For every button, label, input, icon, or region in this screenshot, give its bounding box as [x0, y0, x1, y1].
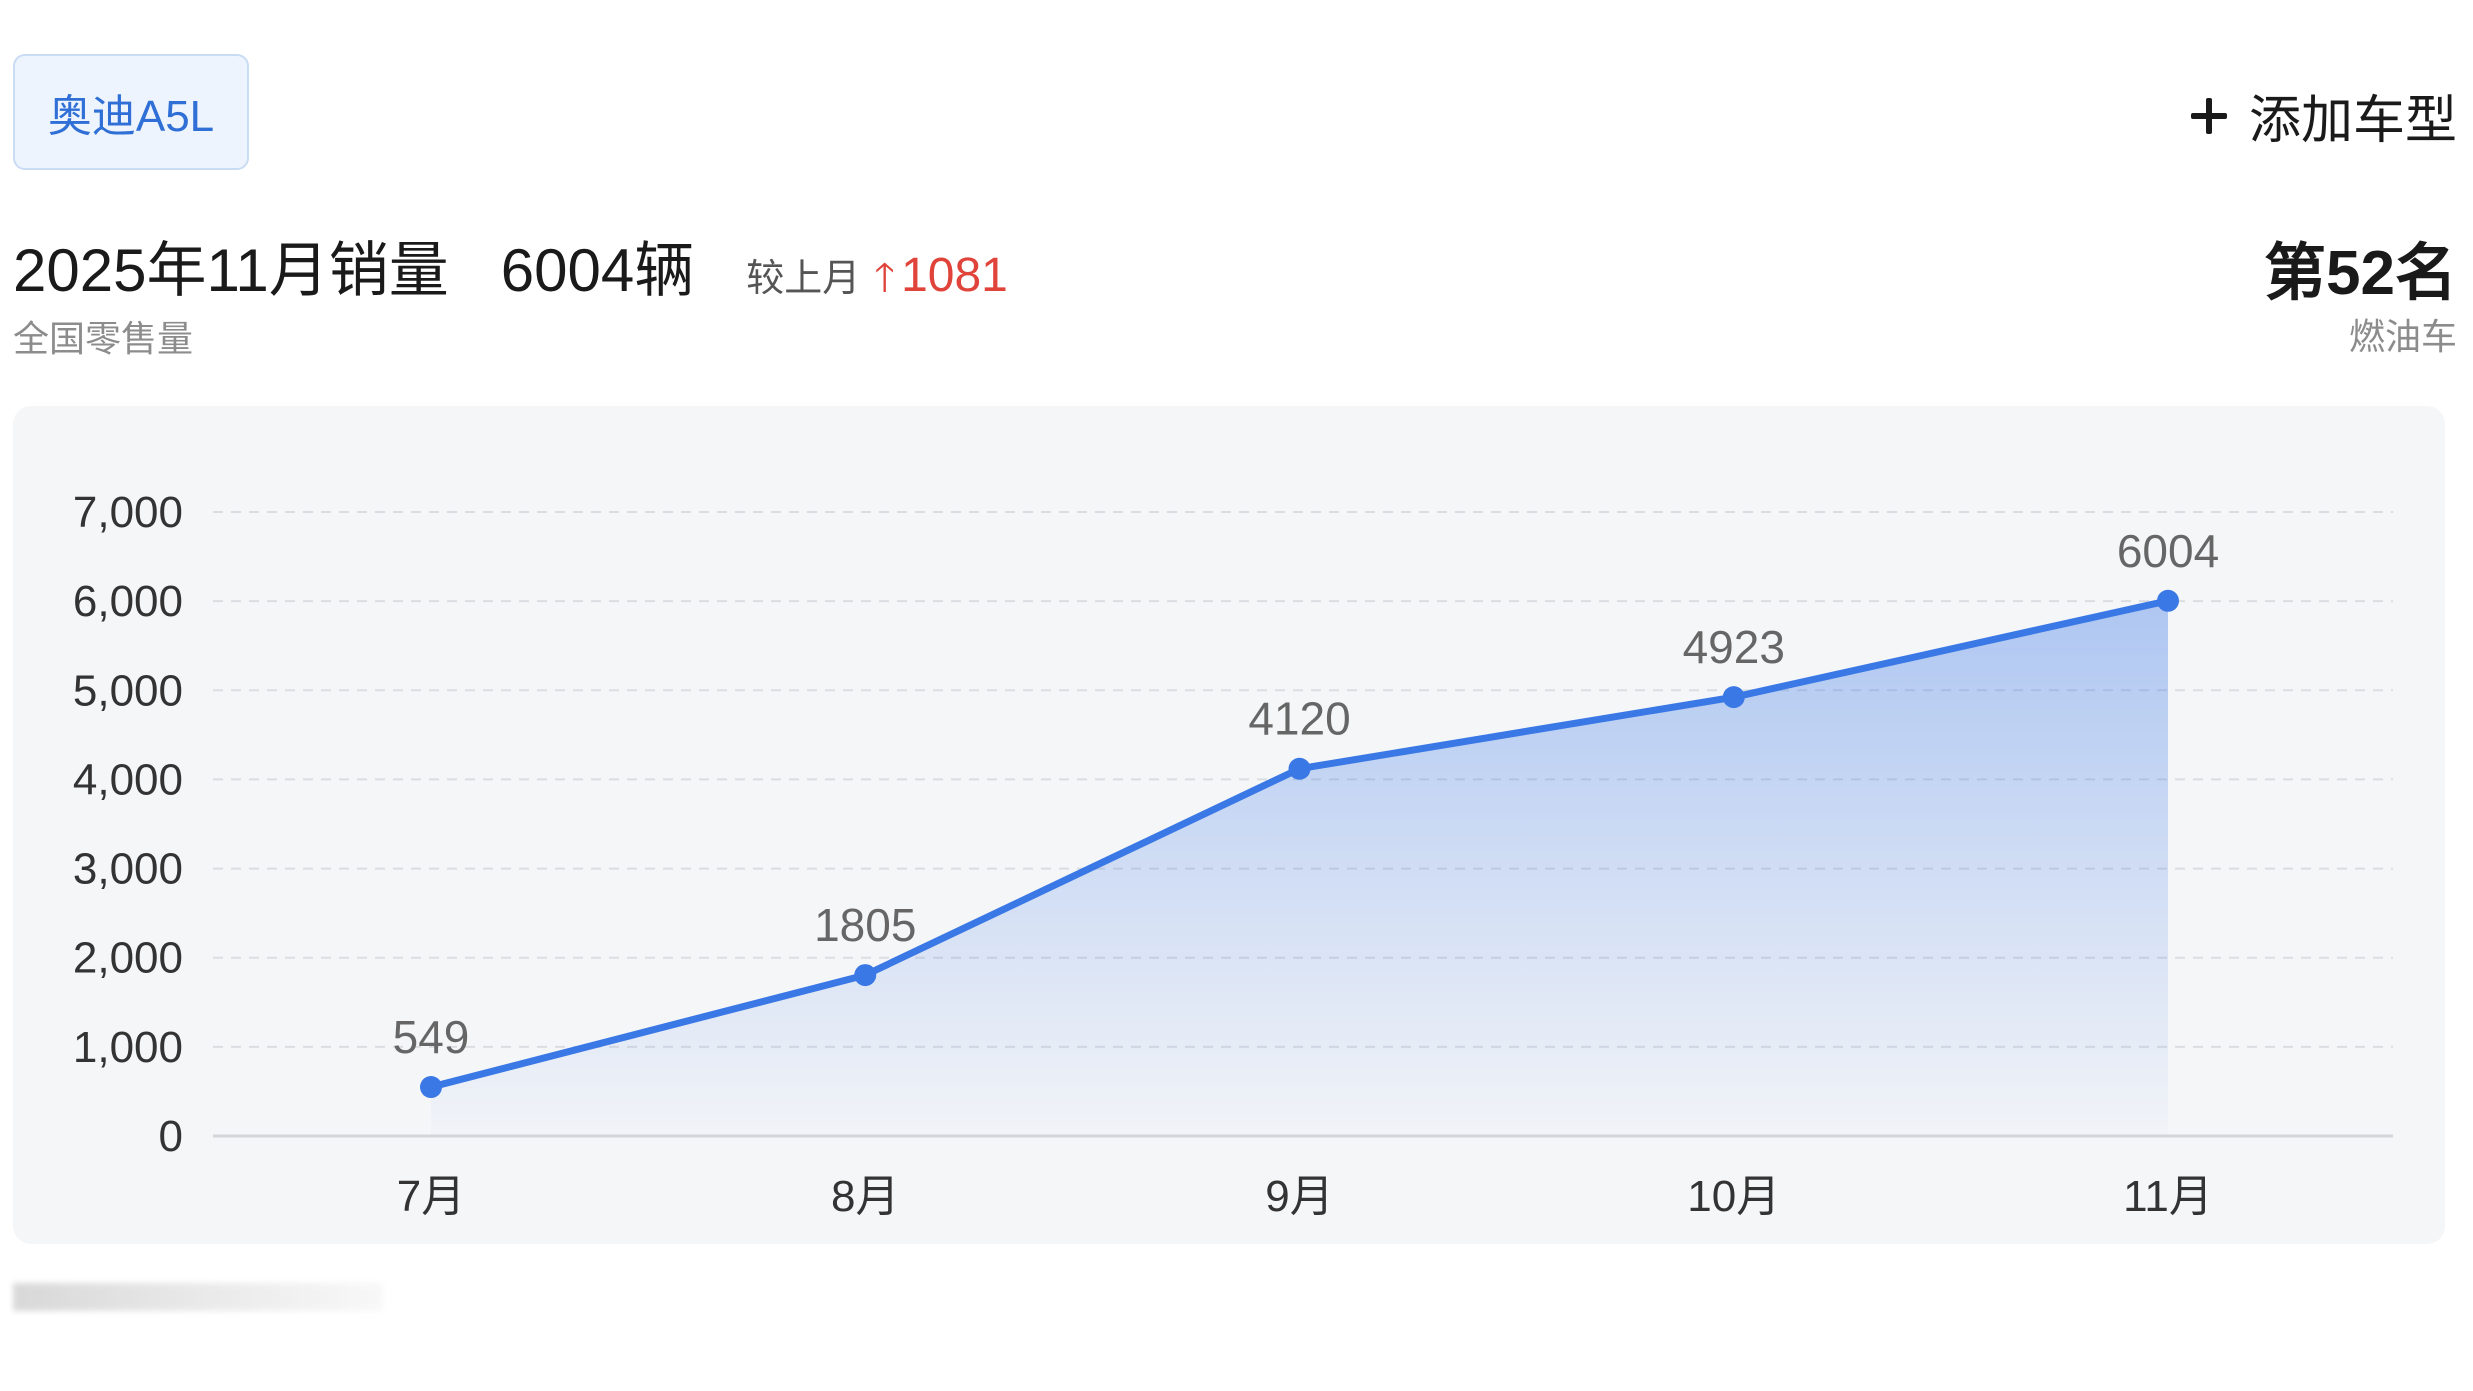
mom-label: 较上月	[746, 258, 861, 300]
chart-svg: 0 1,000 2,000 3,000 4,000 5,000 6,000 7,000 549 1…	[73, 488, 2393, 1221]
plus-icon	[2190, 97, 2227, 134]
footer-note	[13, 1283, 383, 1311]
arrow-up-icon: 🡑	[874, 256, 896, 300]
y-tick-label: 5,000	[73, 666, 183, 715]
mom-value: 1081	[901, 249, 1008, 302]
sales-volume: 6004辆	[500, 237, 695, 304]
sales-subtitle: 全国零售量	[13, 318, 194, 359]
rank-value: 第52名	[2264, 239, 2457, 308]
add-model-label: 添加车型	[2248, 92, 2457, 150]
y-tick-label: 1,000	[73, 1023, 183, 1072]
y-tick-label: 7,000	[73, 488, 183, 537]
y-tick-label: 2,000	[73, 934, 183, 983]
data-point	[420, 1076, 442, 1099]
y-tick-label: 0	[159, 1112, 183, 1161]
sales-chart: 0 1,000 2,000 3,000 4,000 5,000 6,000 7,000 549 1…	[13, 406, 2445, 1244]
y-tick-label: 6,000	[73, 577, 183, 626]
data-point	[1722, 686, 1745, 709]
data-label: 6004	[2117, 525, 2219, 577]
data-point	[2157, 589, 2179, 612]
series-area	[431, 600, 2168, 1136]
rank-category: 燃油车	[2348, 316, 2457, 357]
sales-headline: 2025年11月销量 6004辆 较上月 🡑 1081	[13, 222, 1008, 317]
data-label: 549	[393, 1011, 470, 1063]
add-model-button[interactable]: 添加车型	[2190, 78, 2457, 153]
model-chip[interactable]: 奥迪A5L	[13, 54, 249, 170]
x-tick-label: 10月	[1687, 1172, 1780, 1221]
y-tick-label: 3,000	[73, 845, 183, 894]
data-point	[854, 964, 877, 987]
model-chip-label: 奥迪A5L	[47, 92, 215, 141]
data-label: 1805	[814, 899, 916, 951]
x-tick-label: 8月	[831, 1172, 899, 1221]
y-tick-label: 4,000	[73, 755, 183, 804]
x-tick-label: 9月	[1265, 1172, 1333, 1221]
x-tick-label: 7月	[397, 1172, 465, 1221]
data-label: 4120	[1248, 693, 1350, 745]
data-label: 4923	[1683, 621, 1785, 673]
data-point	[1288, 757, 1311, 780]
sales-title: 2025年11月销量	[13, 237, 449, 304]
x-tick-label: 11月	[2123, 1172, 2213, 1221]
